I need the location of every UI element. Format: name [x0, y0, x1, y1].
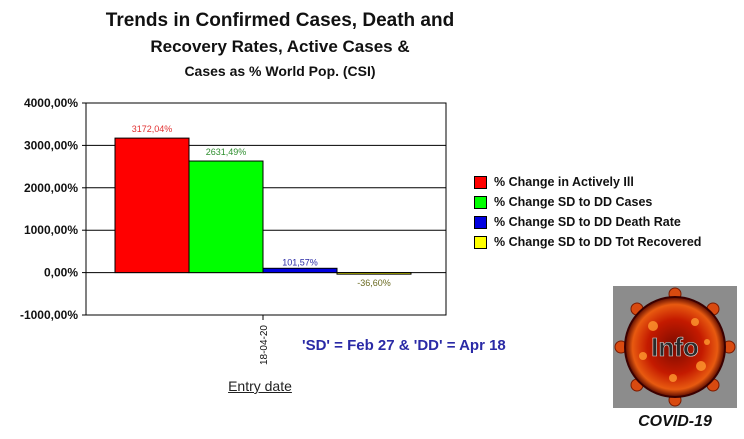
data-label: -36,60%: [357, 278, 391, 288]
legend-swatch-yellow: [474, 235, 487, 249]
svg-text:Info: Info: [651, 332, 699, 362]
chart-title-line-2: Recovery Rates, Active Cases &: [150, 37, 410, 56]
bar: [262, 267, 338, 274]
legend-item: % Change SD to DD Tot Recovered: [474, 232, 701, 252]
legend-label: % Change SD to DD Cases: [494, 195, 653, 209]
data-label: 3172,04%: [132, 124, 173, 134]
data-label: 101,57%: [282, 257, 318, 267]
legend-swatch-blue: [474, 215, 487, 229]
y-tick-label: -1000,00%: [20, 308, 78, 322]
y-tick-label: 3000,00%: [24, 138, 78, 152]
chart-title-line-1: Trends in Confirmed Cases, Death and: [105, 10, 455, 31]
y-tick-label: 1000,00%: [24, 223, 78, 237]
legend-item: % Change SD to DD Death Rate: [474, 212, 701, 232]
plot-frame: [85, 102, 447, 316]
chart-title-line-3: Cases as % World Pop. (CSI): [184, 63, 376, 79]
x-axis-label: Entry date: [228, 378, 292, 394]
legend-label: % Change in Actively Ill: [494, 175, 634, 189]
bar: [336, 272, 412, 275]
legend-swatch-green: [474, 195, 487, 209]
covid-info-logo: Info: [613, 286, 737, 408]
x-tick-label: 18-04-20: [259, 325, 270, 365]
date-note: 'SD' = Feb 27 & 'DD' = Apr 18: [302, 337, 506, 354]
legend-swatch-red: [474, 175, 487, 189]
y-tick-label: 2000,00%: [24, 181, 78, 195]
y-tick-label: 4000,00%: [24, 96, 78, 110]
legend-label: % Change SD to DD Death Rate: [494, 215, 681, 229]
legend-item: % Change SD to DD Cases: [474, 192, 701, 212]
legend-item: % Change in Actively Ill: [474, 172, 701, 192]
y-tick-label: 0,00%: [44, 266, 78, 280]
logo-caption: COVID-19: [638, 413, 712, 430]
bar: [114, 137, 190, 274]
legend-label: % Change SD to DD Tot Recovered: [494, 235, 702, 249]
legend: % Change in Actively Ill % Change SD to …: [474, 172, 701, 252]
bar: [188, 160, 264, 274]
data-label: 2631,49%: [206, 147, 247, 157]
